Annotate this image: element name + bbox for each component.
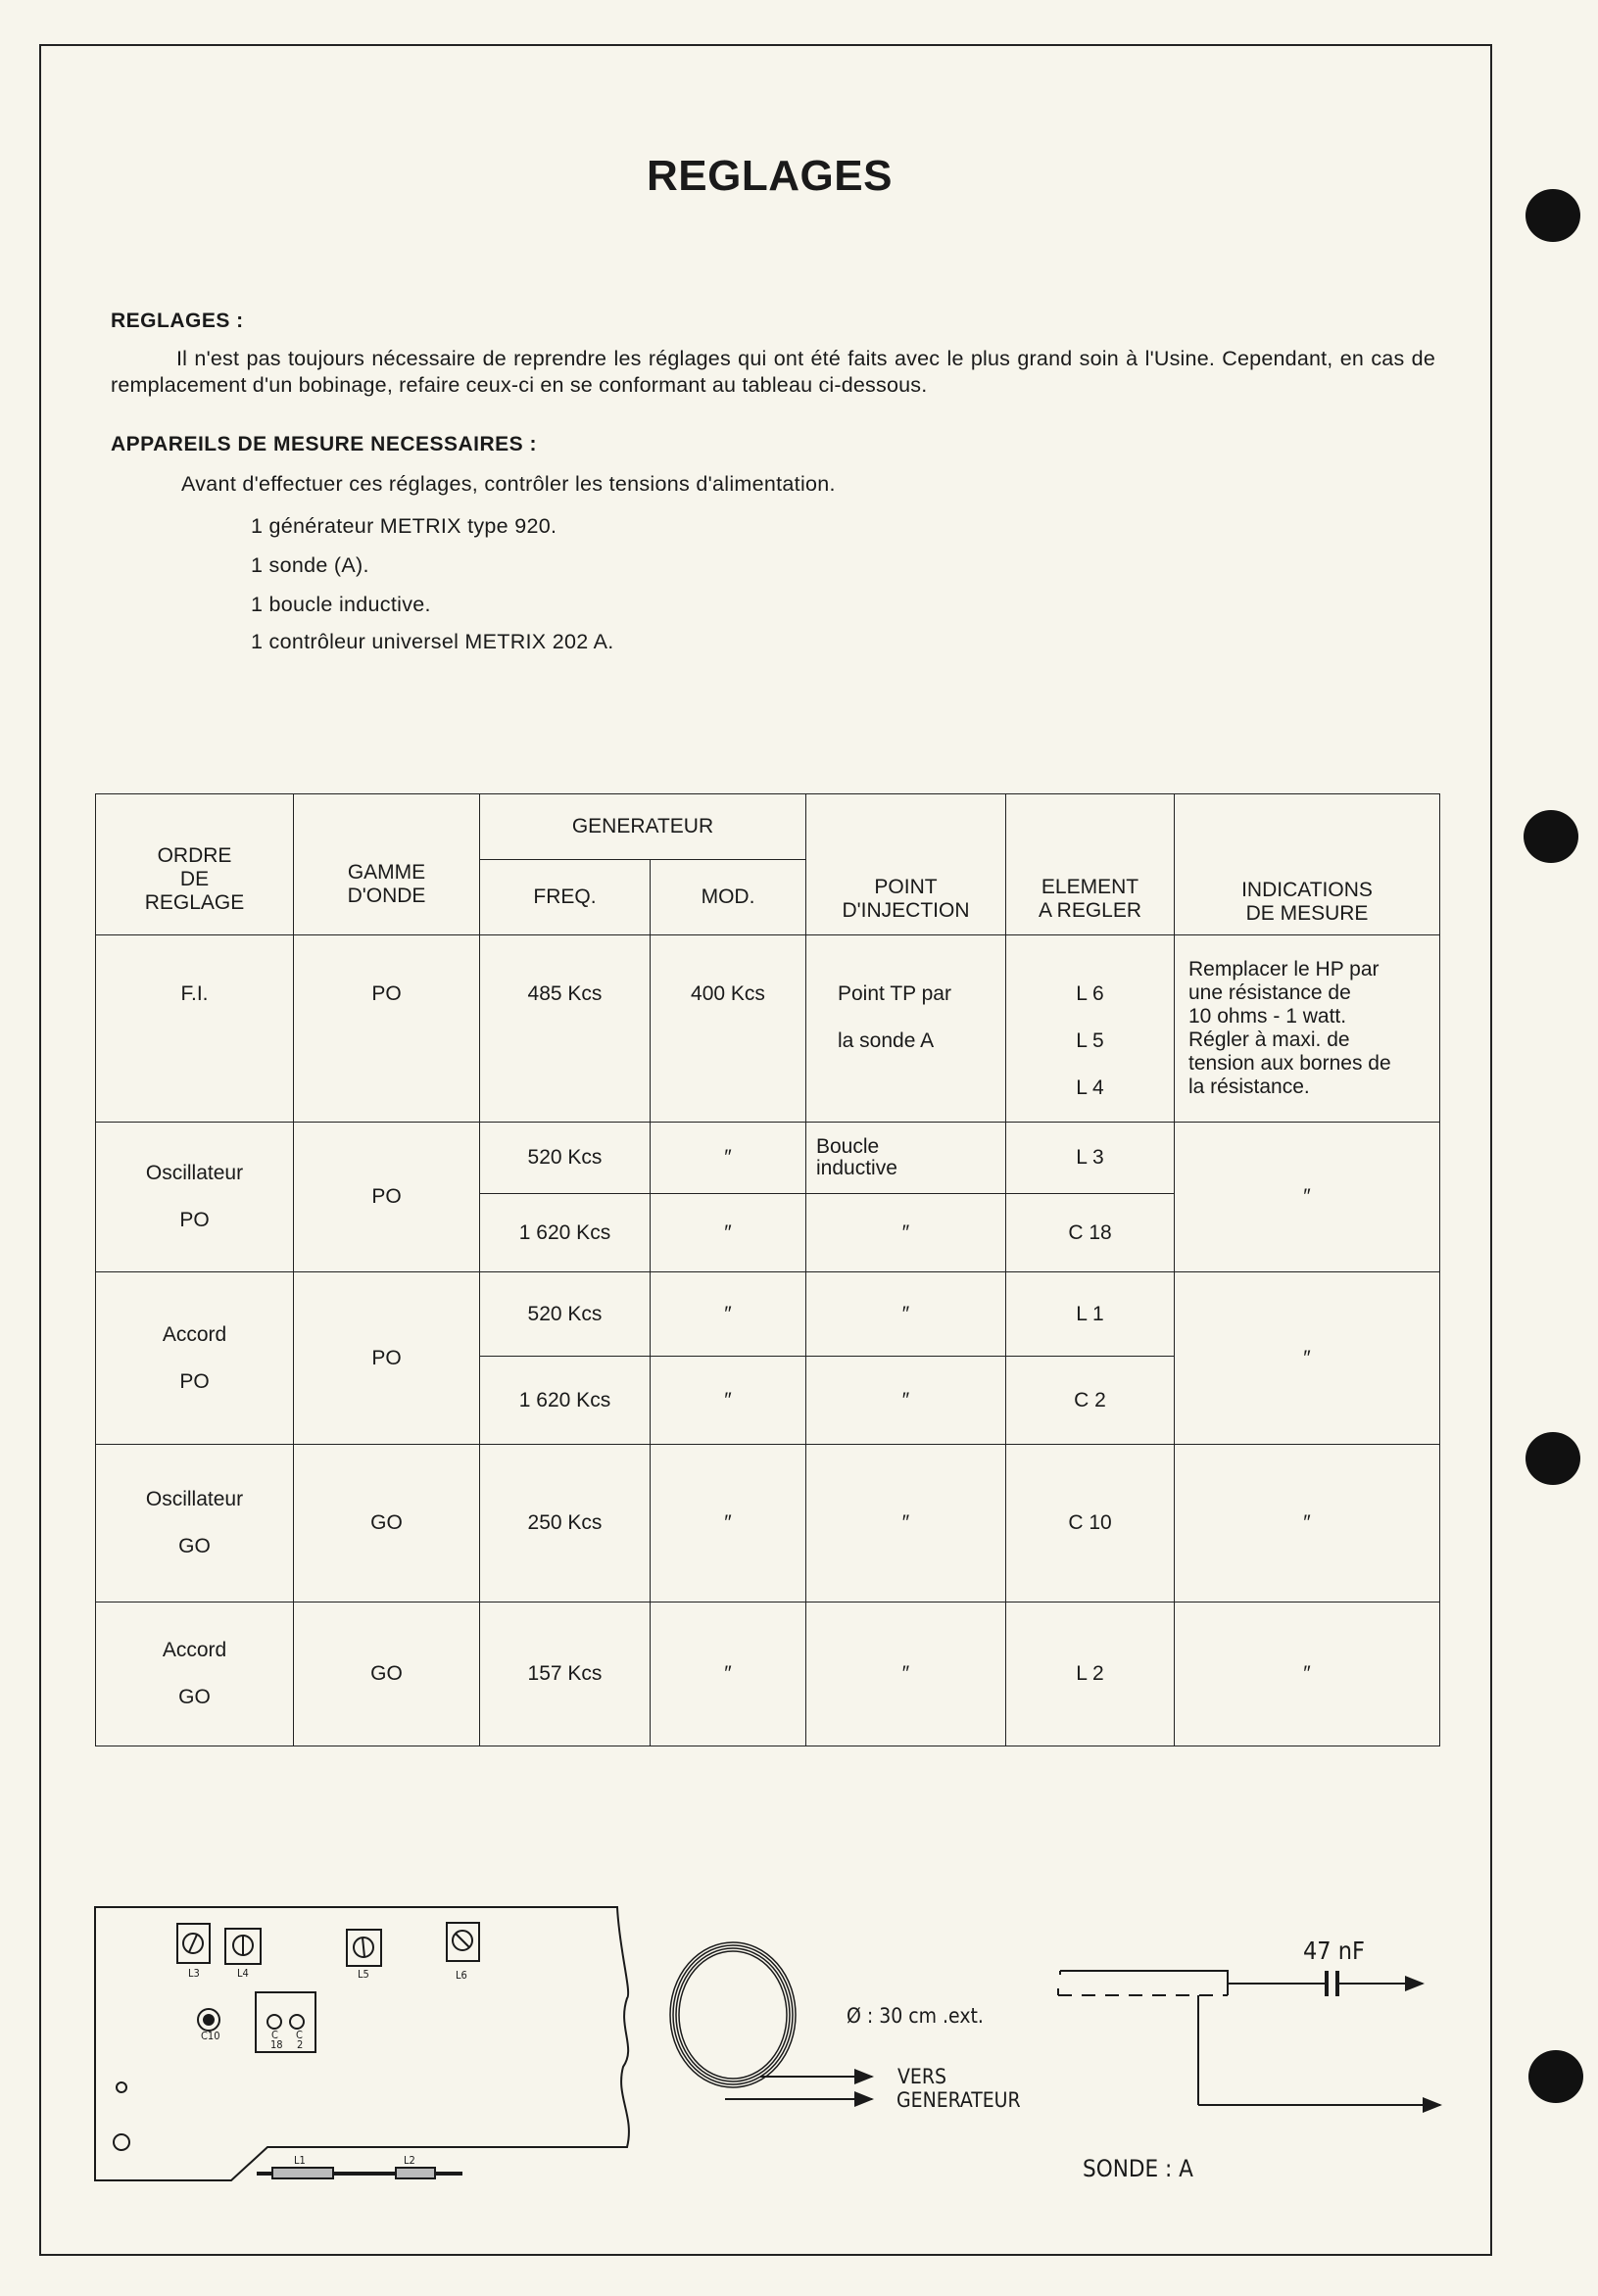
intro-paragraph: Il n'est pas toujours nécessaire de repr… <box>111 347 1435 397</box>
header-mod: MOD. <box>650 859 806 935</box>
equipment-item: 1 sonde (A). <box>251 553 369 577</box>
header-generateur: GENERATEUR <box>479 793 806 860</box>
cell-element: C 2 <box>1005 1356 1175 1445</box>
cell-freq: 1 620 Kcs <box>479 1193 651 1272</box>
cell-ordre: Oscillateur PO <box>95 1122 294 1272</box>
cell-freq: 520 Kcs <box>479 1271 651 1357</box>
cell-mod: ″ <box>650 1444 806 1602</box>
cell-mod: ″ <box>650 1193 806 1272</box>
cell-point: Boucle inductive <box>805 1122 1006 1194</box>
table-row: Accord GO GO 157 Kcs ″ ″ L 2 ″ <box>95 1602 1440 1746</box>
cell-mod: ″ <box>650 1356 806 1445</box>
cell-freq: 485 Kcs <box>479 934 651 1123</box>
header-point: POINT D'INJECTION <box>805 793 1006 935</box>
page-border <box>39 44 1492 2256</box>
punch-hole <box>1525 189 1580 242</box>
cell-mod: ″ <box>650 1271 806 1357</box>
header-ordre: ORDRE DE REGLAGE <box>95 793 294 935</box>
punch-hole <box>1525 1432 1580 1485</box>
cell-gamme: GO <box>293 1602 480 1746</box>
punch-hole <box>1528 2050 1583 2103</box>
cell-point: ″ <box>805 1356 1006 1445</box>
equipment-item: 1 contrôleur universel METRIX 202 A. <box>251 630 614 653</box>
equipment-item: 1 générateur METRIX type 920. <box>251 514 557 538</box>
cell-indications: ″ <box>1174 1122 1440 1272</box>
cell-ordre: Accord PO <box>95 1271 294 1445</box>
header-element: ELEMENT A REGLER <box>1005 793 1175 935</box>
table-subrow: 1 620 Kcs ″ ″ C 18 <box>96 1193 1440 1272</box>
table-row: Oscillateur PO PO 520 Kcs ″ Boucle induct… <box>95 1122 1440 1272</box>
section-heading-appareils: APPAREILS DE MESURE NECESSAIRES : <box>111 433 538 455</box>
cell-element: L 2 <box>1005 1602 1175 1746</box>
cell-indications: Remplacer le HP par une résistance de 10 o… <box>1174 934 1440 1123</box>
cell-indications: ″ <box>1174 1271 1440 1445</box>
cell-gamme: PO <box>293 1271 480 1445</box>
cell-ordre: F.I. <box>95 934 294 1123</box>
punch-hole <box>1524 810 1578 863</box>
cell-mod: ″ <box>650 1122 806 1194</box>
cell-gamme: PO <box>293 1122 480 1272</box>
cell-indications: ″ <box>1174 1444 1440 1602</box>
cell-point: ″ <box>805 1271 1006 1357</box>
cell-point: ″ <box>805 1193 1006 1272</box>
header-freq: FREQ. <box>479 859 651 935</box>
table-row: Accord PO PO 520 Kcs ″ ″ L 1 ″ <box>95 1271 1440 1445</box>
cell-element: L 1 <box>1005 1271 1175 1357</box>
header-indications: INDICATIONS DE MESURE <box>1174 793 1440 935</box>
cell-gamme: PO <box>293 934 480 1123</box>
cell-element: L 3 <box>1005 1122 1175 1194</box>
cell-mod: ″ <box>650 1602 806 1746</box>
cell-element: C 18 <box>1005 1193 1175 1272</box>
table-subrow: 1 620 Kcs ″ ″ C 2 <box>96 1356 1440 1445</box>
cell-freq: 520 Kcs <box>479 1122 651 1194</box>
cell-freq: 157 Kcs <box>479 1602 651 1746</box>
page-title: REGLAGES <box>647 152 893 200</box>
cell-gamme: GO <box>293 1444 480 1602</box>
cell-point: Point TP par la sonde A <box>805 934 1006 1123</box>
cell-point: ″ <box>805 1602 1006 1746</box>
cell-ordre: Oscillateur GO <box>95 1444 294 1602</box>
header-gamme: GAMME D'ONDE <box>293 793 480 935</box>
table-row: Oscillateur GO GO 250 Kcs ″ ″ C 10 ″ <box>95 1444 1440 1602</box>
cell-point: ″ <box>805 1444 1006 1602</box>
section-heading-reglages: REGLAGES : <box>111 310 244 332</box>
adjustment-table: ORDRE DE REGLAGE GAMME D'ONDE GENERATEUR PO… <box>95 793 1440 1746</box>
cell-indications: ″ <box>1174 1602 1440 1746</box>
cell-freq: 1 620 Kcs <box>479 1356 651 1445</box>
cell-freq: 250 Kcs <box>479 1444 651 1602</box>
cell-mod: 400 Kcs <box>650 934 806 1123</box>
header-row: ORDRE DE REGLAGE GAMME D'ONDE GENERATEUR PO… <box>95 793 1440 935</box>
instruction-text: Avant d'effectuer ces réglages, contrôle… <box>181 472 836 496</box>
cell-ordre: Accord GO <box>95 1602 294 1746</box>
cell-element: C 10 <box>1005 1444 1175 1602</box>
table-row: F.I. PO 485 Kcs 400 Kcs Point TP par la s… <box>95 934 1440 1123</box>
equipment-item: 1 boucle inductive. <box>251 593 431 616</box>
